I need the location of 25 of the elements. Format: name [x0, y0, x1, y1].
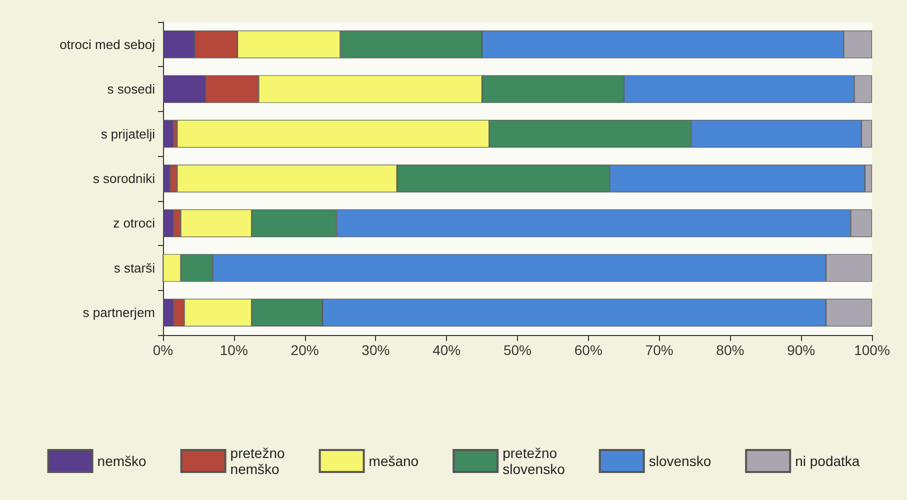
legend-label: slovensko: [648, 453, 712, 469]
x-tick-label: 30%: [362, 342, 390, 358]
legend-label: nemško: [97, 453, 147, 469]
x-tick-label: 70%: [645, 342, 674, 358]
x-tick-label: 80%: [716, 342, 744, 358]
y-tick-label: s starši: [114, 260, 156, 276]
x-tick-label: 60%: [574, 342, 602, 358]
legend-label: pretežno nemško: [230, 445, 286, 477]
y-tick-label: s sorodniki: [92, 171, 156, 186]
bar: [163, 120, 174, 148]
y-tick-label: otroci med seboj: [60, 36, 156, 52]
x-tick-label: 100%: [854, 342, 890, 358]
x-tick-label: 90%: [787, 342, 816, 358]
legend-label: mešano: [368, 453, 419, 469]
y-tick-label: z otroci: [113, 216, 156, 231]
x-tick-label: 50%: [503, 342, 532, 358]
x-tick-label: 20%: [290, 342, 319, 358]
y-tick-label: s prijatelji: [100, 126, 156, 142]
y-tick-label: s partnerjem: [82, 305, 155, 320]
legend-label: pretežno slovensko: [502, 445, 566, 477]
x-tick-label: 10%: [220, 342, 248, 358]
x-tick-label: 0%: [152, 342, 174, 358]
x-tick-label: 40%: [432, 342, 461, 358]
y-tick-label: s sosedi: [107, 82, 156, 97]
legend-label: ni podatka: [795, 453, 860, 469]
